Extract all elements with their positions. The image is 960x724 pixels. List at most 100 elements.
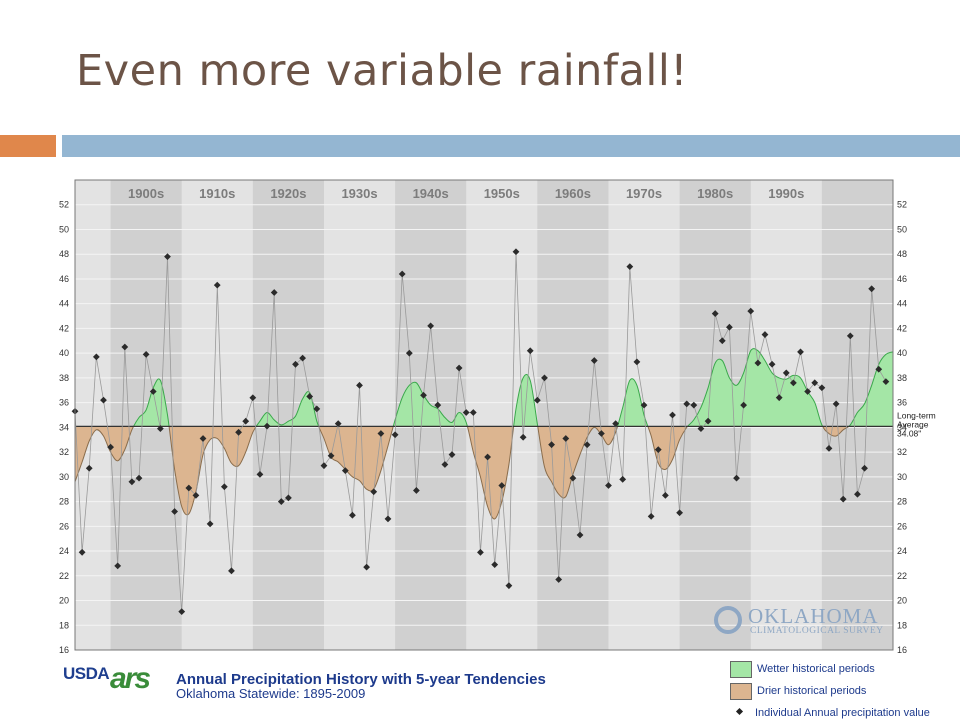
annual-point	[128, 478, 136, 486]
annual-point	[846, 332, 854, 340]
y-tick-right: 50	[897, 224, 907, 234]
annual-point	[562, 435, 570, 442]
wetter-area	[133, 348, 893, 427]
accent-bar-orange	[0, 135, 56, 157]
annual-point	[370, 488, 378, 496]
y-tick-left: 42	[59, 323, 69, 333]
annual-point	[199, 435, 207, 442]
annual-point	[313, 405, 321, 413]
decade-label-1980s: 1980s	[697, 186, 733, 201]
decade-label-1910s: 1910s	[199, 186, 235, 201]
decade-label-1920s: 1920s	[270, 186, 306, 201]
y-tick-right: 22	[897, 571, 907, 581]
y-tick-left: 50	[59, 224, 69, 234]
annual-point	[697, 425, 705, 433]
annual-point	[754, 359, 762, 367]
annual-point	[420, 391, 427, 399]
annual-point	[576, 531, 584, 539]
y-tick-left: 34	[59, 422, 69, 432]
legend-label-individual: Individual Annual precipitation value	[755, 707, 930, 719]
annual-point	[726, 323, 733, 331]
y-tick-right: 32	[897, 447, 907, 457]
diamond-icon	[730, 706, 750, 721]
annual-point	[235, 428, 242, 436]
tendency-fill	[75, 348, 893, 520]
y-tick-right: 26	[897, 521, 907, 531]
legend-label-wetter: Wetter historical periods	[757, 663, 875, 675]
y-tick-right: 36	[897, 398, 907, 408]
y-tick-left: 36	[59, 398, 69, 408]
drier-curve	[75, 426, 850, 520]
decade-label-1990s: 1990s	[768, 186, 804, 201]
annual-point	[356, 381, 363, 389]
annual-point	[669, 411, 676, 419]
annual-point	[498, 482, 506, 489]
usda-logo: USDA	[63, 664, 110, 683]
wetter-swatch-icon	[730, 660, 752, 678]
annual-point	[171, 508, 179, 515]
y-tick-right: 48	[897, 249, 907, 259]
annual-point	[811, 379, 819, 387]
legend: Wetter historical periods Drier historic…	[730, 658, 958, 724]
annual-point	[861, 464, 868, 472]
annual-point	[633, 358, 641, 366]
y-tick-left: 44	[59, 299, 69, 309]
annual-point	[121, 343, 129, 351]
annual-point	[185, 484, 193, 492]
y-tick-left: 26	[59, 521, 69, 531]
decade-band-1960s	[537, 180, 609, 650]
y-tick-left: 52	[59, 200, 69, 210]
annual-point	[612, 420, 620, 428]
y-tick-right: 46	[897, 274, 907, 284]
annual-point	[868, 285, 876, 293]
annual-point	[242, 417, 250, 425]
y-tick-right: 16	[897, 645, 907, 655]
y-tick-left: 18	[59, 620, 69, 630]
annual-point	[384, 515, 392, 523]
annual-point	[299, 354, 307, 362]
legend-label-drier: Drier historical periods	[757, 685, 867, 697]
y-tick-right: 18	[897, 620, 907, 630]
annual-point	[164, 253, 171, 261]
annual-point	[832, 400, 840, 408]
annual-point	[320, 462, 328, 470]
annual-point	[427, 322, 435, 330]
y-tick-right: 52	[897, 200, 907, 210]
annual-point	[92, 353, 100, 361]
y-tick-right: 40	[897, 348, 907, 358]
chart-labels: 1900s 1910s 1920s 1930s 1940s 1950s 1960s 1970s…	[59, 186, 936, 655]
annual-point	[263, 422, 271, 430]
accent-bar-blue	[62, 135, 960, 157]
y-tick-left: 20	[59, 596, 69, 606]
annual-point	[747, 307, 755, 315]
annual-point	[228, 567, 235, 575]
average-label: Long-term	[897, 410, 936, 420]
y-tick-left: 22	[59, 571, 69, 581]
average-label: 34.08"	[897, 428, 921, 438]
ocs-circle-icon	[714, 606, 742, 634]
y-tick-left: 30	[59, 472, 69, 482]
chart-caption-subtitle: Oklahoma Statewide: 1895-2009	[176, 686, 366, 701]
legend-item-drier: Drier historical periods	[730, 680, 958, 702]
y-tick-right: 34	[897, 422, 907, 432]
annual-point	[206, 520, 214, 528]
wetter-curve	[132, 348, 893, 427]
drier-swatch-icon	[730, 682, 752, 700]
annual-point	[270, 289, 278, 296]
y-tick-right: 20	[897, 596, 907, 606]
chart-caption-title: Annual Precipitation History with 5-year…	[176, 671, 546, 688]
annual-point	[135, 474, 143, 482]
decade-label-1940s: 1940s	[413, 186, 449, 201]
annual-point	[676, 509, 683, 517]
annual-point	[854, 490, 861, 498]
annual-point	[249, 394, 257, 402]
decade-label-1950s: 1950s	[484, 186, 520, 201]
legend-item-individual: Individual Annual precipitation value	[730, 702, 958, 724]
y-tick-left: 38	[59, 373, 69, 383]
axes	[74, 179, 894, 651]
slide-title: Even more variable rainfall!	[76, 46, 689, 96]
decade-label-1930s: 1930s	[341, 186, 377, 201]
y-tick-left: 28	[59, 497, 69, 507]
annual-point	[789, 379, 797, 387]
annual-point	[412, 487, 420, 494]
